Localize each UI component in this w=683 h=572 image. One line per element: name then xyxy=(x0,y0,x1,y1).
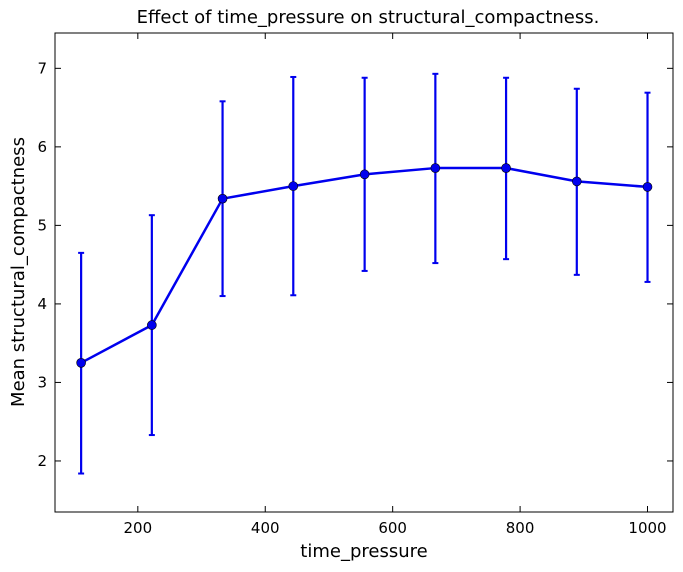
data-point xyxy=(501,163,511,173)
y-tick-label: 5 xyxy=(37,216,47,234)
x-tick-label: 1000 xyxy=(628,519,666,537)
data-point xyxy=(147,320,157,330)
data-point xyxy=(76,358,86,368)
y-tick-label: 2 xyxy=(37,452,47,470)
x-tick-label: 200 xyxy=(124,519,153,537)
y-tick-label: 4 xyxy=(37,295,47,313)
plot-area xyxy=(76,72,653,475)
y-tick-label: 6 xyxy=(37,138,47,156)
data-point xyxy=(288,181,299,191)
x-tick-label: 400 xyxy=(251,519,280,537)
plot-frame xyxy=(54,32,674,513)
chart-title: Effect of time_pressure on structural_co… xyxy=(137,7,600,28)
x-tick-label: 800 xyxy=(506,519,535,537)
y-axis-label: Mean structural_compactness xyxy=(8,137,29,407)
data-point xyxy=(430,163,441,173)
data-point xyxy=(642,182,653,192)
data-point xyxy=(217,193,228,204)
x-tick-label: 600 xyxy=(378,519,407,537)
y-tick-label: 3 xyxy=(37,373,47,391)
axis-ticks: 200 400 600 800 1000 2 3 4 5 6 7 xyxy=(37,33,673,537)
data-point xyxy=(359,169,370,180)
y-tick-label: 7 xyxy=(37,59,47,77)
data-point xyxy=(571,176,582,187)
x-axis-label: time_pressure xyxy=(300,541,427,562)
